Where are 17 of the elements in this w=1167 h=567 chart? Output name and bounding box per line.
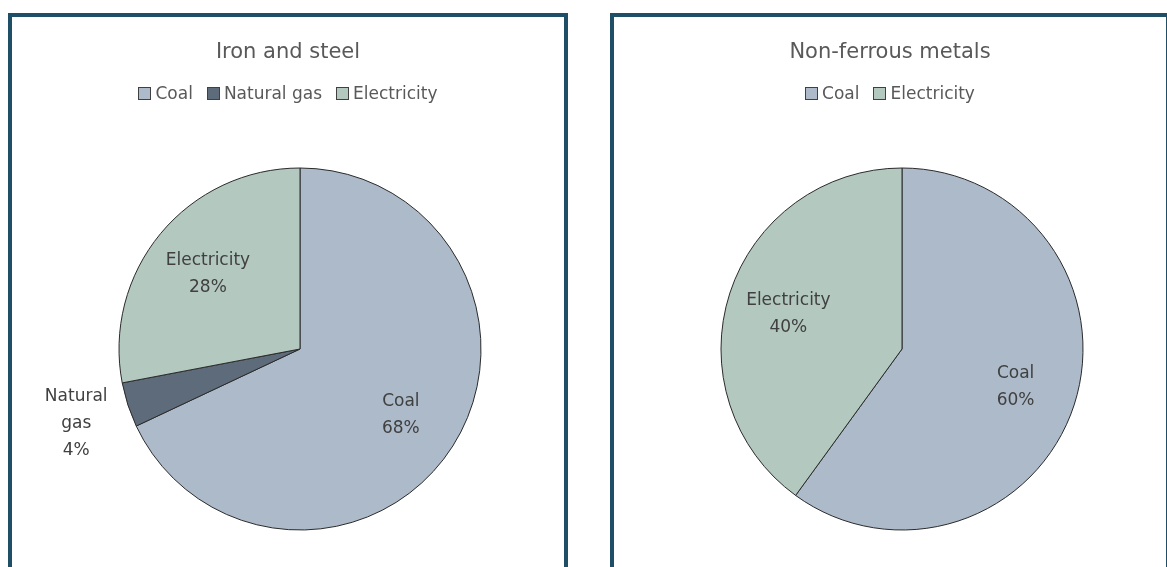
- legend-label: Electricity: [353, 83, 438, 103]
- chart-title: Non-ferrous metals: [788, 39, 992, 63]
- legend-label: Natural gas: [223, 83, 323, 103]
- slice-label: Coal: [996, 362, 1035, 383]
- data-label: 4%: [62, 438, 90, 459]
- slice-label: Coal: [382, 389, 420, 410]
- slice-label: Electricity: [165, 249, 251, 270]
- legend-label: Coal: [155, 83, 193, 103]
- data-label: 68%: [381, 416, 420, 437]
- legend-label: Coal: [822, 83, 860, 103]
- data-label: 40%: [769, 315, 808, 336]
- slice-label: Electricity: [746, 288, 831, 309]
- legend-label: Electricity: [890, 83, 975, 103]
- slice-label: Natural gas: [44, 384, 108, 432]
- data-label: 60%: [996, 389, 1035, 410]
- chart-title: Iron and steel: [214, 39, 362, 63]
- data-label: 28%: [189, 276, 227, 297]
